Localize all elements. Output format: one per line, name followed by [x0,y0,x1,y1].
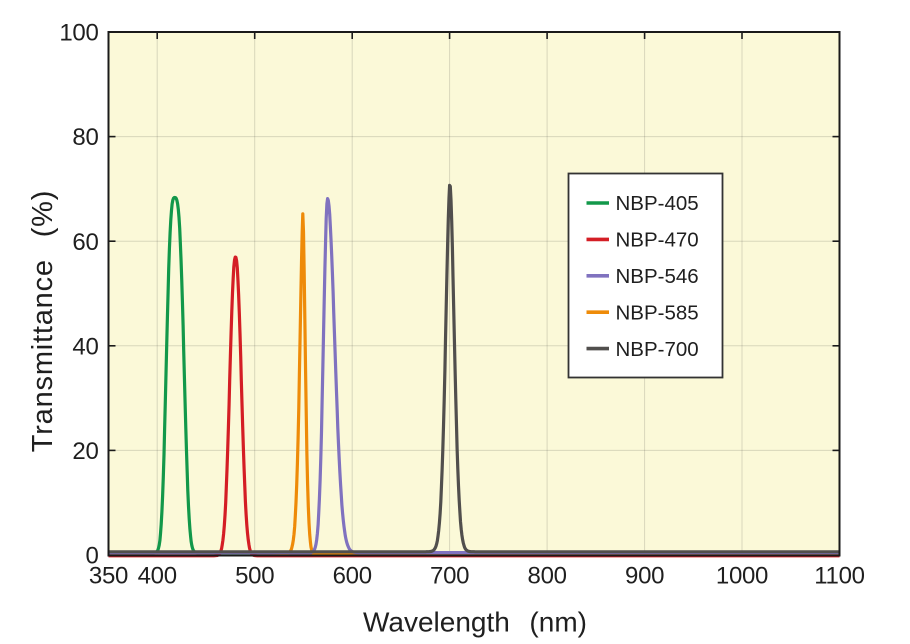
svg-text:NBP-700: NBP-700 [616,338,699,361]
svg-text:NBP-470: NBP-470 [616,229,699,252]
svg-text:600: 600 [333,563,372,590]
svg-text:1000: 1000 [716,563,768,590]
svg-text:Wavelength (nm): Wavelength (nm) [363,607,587,638]
svg-text:NBP-546: NBP-546 [616,265,699,288]
svg-text:700: 700 [430,563,469,590]
svg-text:0: 0 [85,543,98,570]
svg-text:1100: 1100 [814,563,864,590]
svg-text:NBP-405: NBP-405 [616,192,699,215]
svg-text:Transmittance (%): Transmittance (%) [27,190,59,452]
svg-text:900: 900 [625,563,664,590]
svg-text:40: 40 [72,333,98,360]
svg-text:20: 20 [72,438,98,465]
svg-text:NBP-585: NBP-585 [616,301,699,324]
svg-text:400: 400 [138,563,177,590]
svg-text:100: 100 [59,20,98,47]
svg-text:350: 350 [89,563,128,590]
svg-text:800: 800 [528,563,567,590]
svg-text:500: 500 [235,563,274,590]
svg-text:60: 60 [72,229,98,256]
svg-text:80: 80 [72,124,98,151]
